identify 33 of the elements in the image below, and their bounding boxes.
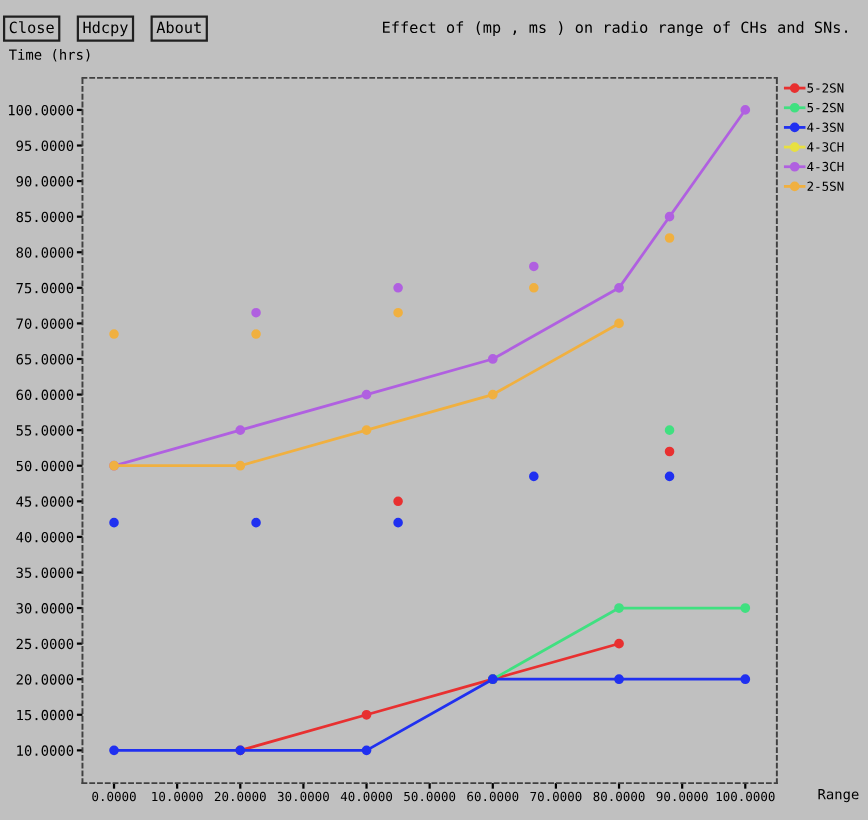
point [487,354,498,364]
point [109,517,119,528]
point [614,674,624,685]
point [235,425,246,436]
point [361,709,372,720]
point [529,471,539,482]
point [393,283,403,293]
point [740,105,751,115]
point [664,471,675,482]
point [361,389,372,400]
point [664,425,675,435]
point [109,329,119,339]
point [740,674,751,685]
point [529,261,539,272]
point [614,603,624,613]
point [664,233,675,243]
point [393,496,403,507]
point [614,638,624,649]
point [251,307,261,318]
point [109,745,119,756]
point [614,282,624,293]
point [393,307,403,318]
point [740,603,751,613]
point [361,745,372,756]
point [251,329,261,339]
point [664,446,675,457]
point [235,460,246,471]
point [529,283,539,293]
point [614,318,624,329]
point [393,517,403,528]
point [251,517,261,528]
point [487,389,498,400]
point [361,425,372,436]
